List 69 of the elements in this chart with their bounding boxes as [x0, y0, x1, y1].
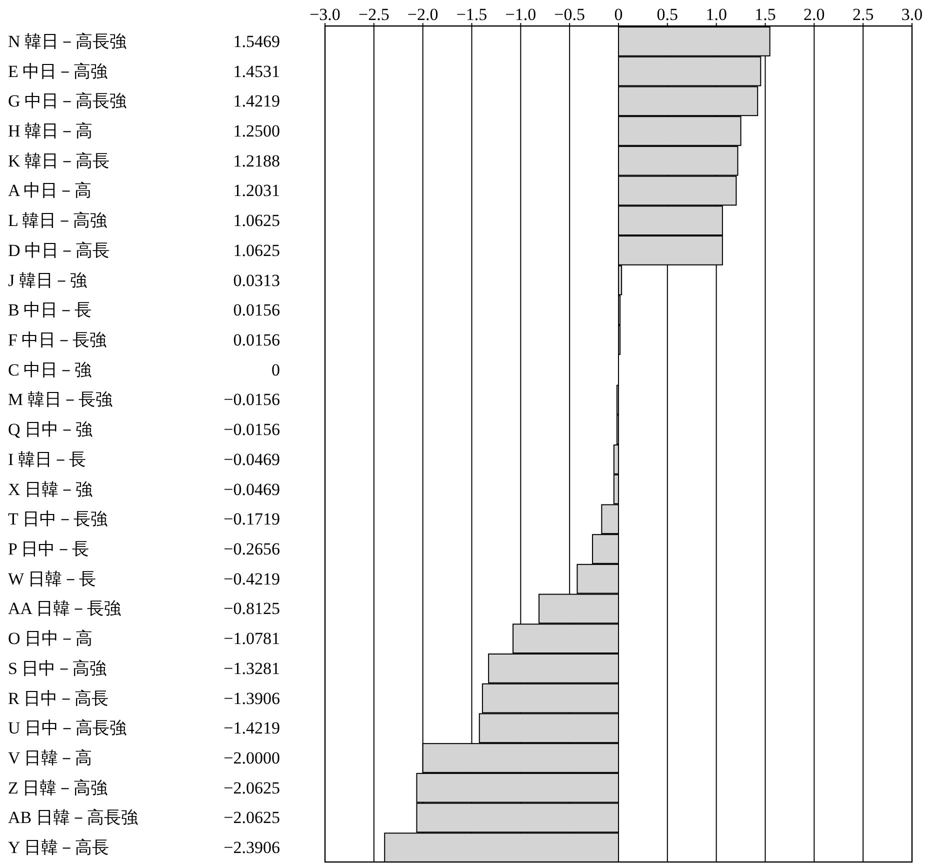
x2-tick-label: 0.5: [656, 5, 678, 24]
data-label: 1.2188: [233, 151, 280, 170]
data-label: 1.4219: [233, 92, 280, 111]
y-tick-label: U 日中－高長強: [8, 718, 127, 738]
x2-tick-label: −3.0: [310, 5, 340, 24]
x2-tick-label: −2.5: [358, 5, 390, 24]
x2-tick-label: −1.5: [456, 5, 488, 24]
y-tick-label: L 韓日－高強: [8, 211, 108, 230]
data-label: 0.0156: [233, 330, 280, 350]
data-label: −0.0469: [224, 480, 280, 499]
y-tick-label: F 中日－長強: [8, 330, 107, 350]
data-label: 0.0156: [233, 300, 280, 320]
y-tick-label: W 日韓－長: [8, 569, 96, 588]
data-label: −0.0469: [224, 450, 280, 469]
y-tick-label: C 中日－強: [8, 360, 92, 380]
y-tick-label: I 韓日－長: [8, 450, 86, 469]
data-label: 1.2031: [233, 181, 280, 200]
data-label: 0: [272, 360, 280, 380]
y-tick-label: Z 日韓－高強: [8, 778, 108, 798]
y-tick-label: P 日中－長: [8, 540, 90, 558]
x2-tick-label: −0.5: [554, 5, 586, 24]
x2-tick-label: −1.0: [505, 5, 536, 24]
x2-tick-label: 0: [614, 5, 623, 24]
data-label: −1.3906: [224, 688, 280, 708]
data-label: −2.3906: [224, 838, 280, 858]
data-label: 1.0625: [233, 240, 280, 260]
y-tick-label: Y 日韓－高長: [8, 838, 109, 858]
y-tick-label: J 韓日－強: [8, 270, 87, 290]
y-tick-label: A 中日－高: [8, 181, 92, 200]
y-tick-label: Q 日中－強: [8, 420, 93, 440]
y-tick-label: E 中日－高強: [8, 62, 108, 81]
data-label: −1.3281: [224, 658, 280, 678]
y-tick-label: D 中日－高長: [8, 240, 110, 260]
y-tick-label: B 中日－長: [8, 300, 92, 320]
y-tick-label: V 日韓－高: [8, 748, 92, 768]
x2-tick-label: −2.0: [407, 5, 438, 24]
data-label: −0.0156: [224, 420, 280, 440]
x2-tick-label: 3.0: [901, 5, 923, 24]
y-tick-label: AA 日韓－長強: [8, 599, 121, 618]
data-label: 1.4531: [233, 62, 280, 81]
y-tick-label: H 韓日－高: [8, 122, 93, 140]
data-label: −0.4219: [224, 569, 280, 588]
data-label: −0.0156: [224, 390, 280, 410]
data-label: −1.0781: [224, 629, 280, 648]
data-label: −0.2656: [224, 540, 280, 558]
y-tick-label: T 日中－長強: [8, 510, 108, 529]
data-label: −2.0625: [224, 778, 280, 798]
data-label: 1.5469: [233, 32, 280, 51]
x2-tick-label: 2.0: [804, 5, 825, 24]
data-label: −1.4219: [224, 718, 280, 738]
x2-tick-label: 2.5: [852, 5, 874, 24]
y-tick-label: O 日中－高: [8, 629, 93, 648]
y-tick-label: G 中日－高長強: [8, 92, 127, 111]
y-tick-label: M 韓日－長強: [8, 390, 112, 410]
y-tick-label: N 韓日－高長強: [8, 32, 127, 51]
data-label: −2.0000: [224, 748, 280, 768]
y-tick-label: AB 日韓－高長強: [8, 808, 138, 828]
y-tick-label: X 日韓－強: [8, 480, 93, 499]
y-tick-label: R 日中－高長: [8, 688, 109, 708]
data-label: −0.1719: [224, 510, 280, 529]
x2-tick-label: 1.0: [706, 5, 727, 24]
x2-tick-label: 1.5: [754, 5, 776, 24]
data-label: −2.0625: [224, 808, 280, 828]
data-label: −0.8125: [224, 599, 280, 618]
data-label: 1.2500: [233, 122, 280, 140]
data-label: 1.0625: [233, 211, 280, 230]
y-tick-label: S 日中－高強: [8, 658, 107, 678]
data-label: 0.0313: [233, 270, 280, 290]
y-tick-label: K 韓日－高長: [8, 151, 110, 170]
